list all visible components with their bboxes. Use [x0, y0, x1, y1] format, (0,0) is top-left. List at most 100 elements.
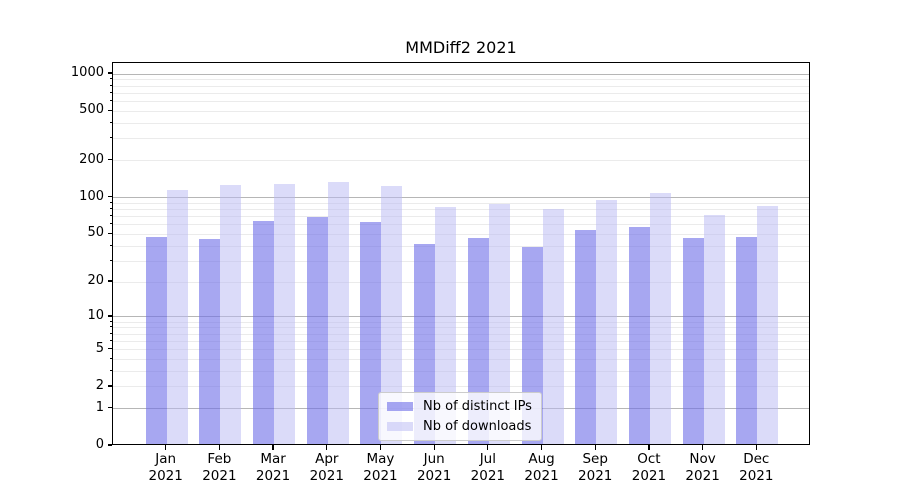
- y-minor-tick-3: [109, 369, 112, 371]
- bar-downloads-feb: [220, 185, 242, 444]
- y-minor-tick-6: [109, 339, 112, 341]
- bar-downloads-oct: [649, 193, 671, 444]
- bar-downloads-jan: [166, 189, 188, 444]
- gridline-y-800: [113, 85, 809, 87]
- y-tick-1000: [107, 72, 112, 74]
- y-minor-tick-80: [109, 207, 112, 209]
- x-tick-aug: [540, 445, 543, 450]
- x-tick-may: [379, 445, 382, 450]
- y-tick-label-1: 1: [95, 399, 104, 415]
- x-tick-sep: [594, 445, 596, 450]
- y-minor-tick-300: [109, 137, 112, 139]
- gridline-y-90: [113, 202, 809, 204]
- bar-downloads-dec: [757, 206, 779, 444]
- x-tick-mar: [272, 445, 274, 450]
- bar-ips-apr: [306, 216, 328, 444]
- y-minor-tick-900: [109, 78, 112, 80]
- gridline-y-20: [113, 281, 809, 283]
- gridline-y-400: [113, 122, 809, 124]
- y-tick-50: [107, 232, 112, 234]
- gridline-y-700: [113, 92, 809, 94]
- gridline-y-10: [113, 316, 809, 318]
- gridline-y-80: [113, 208, 809, 210]
- gridline-y-200: [113, 160, 809, 162]
- y-minor-tick-8: [109, 326, 112, 328]
- bar-downloads-may: [381, 186, 403, 444]
- y-tick-20: [107, 280, 112, 282]
- y-tick-label-50: 50: [87, 225, 104, 241]
- bar-downloads-apr: [327, 182, 349, 444]
- y-tick-label-10: 10: [87, 307, 104, 323]
- y-tick-2: [107, 385, 112, 387]
- bar-ips-dec: [736, 236, 758, 444]
- y-tick-label-100: 100: [79, 188, 104, 204]
- y-minor-tick-700: [109, 91, 112, 93]
- legend-label-downloads: Nb of downloads: [423, 419, 532, 434]
- bar-ips-jan: [145, 236, 167, 444]
- x-tick-label-sep: Sep 2021: [578, 451, 613, 484]
- gridline-y-3: [113, 370, 809, 372]
- y-minor-tick-9: [109, 320, 112, 322]
- legend: Nb of distinct IPs Nb of downloads: [378, 392, 542, 441]
- bar-ips-mar: [253, 221, 275, 444]
- y-tick-1: [107, 407, 112, 409]
- bar-ips-nov: [682, 237, 704, 444]
- x-tick-label-nov: Nov 2021: [685, 451, 720, 484]
- x-tick-label-aug: Aug 2021: [524, 451, 559, 484]
- gridline-y-7: [113, 333, 809, 335]
- x-tick-nov: [701, 445, 704, 450]
- y-minor-tick-30: [109, 259, 112, 261]
- x-tick-jun: [433, 445, 435, 450]
- y-minor-tick-60: [109, 223, 112, 225]
- legend-item-distinct-ips: Nb of distinct IPs: [387, 399, 532, 414]
- gridline-y-2: [113, 386, 809, 388]
- gridline-y-9: [113, 321, 809, 323]
- y-tick-label-1000: 1000: [70, 65, 104, 81]
- chart-title: MMDiff2 2021: [405, 38, 517, 57]
- x-tick-oct: [648, 445, 650, 450]
- x-tick-label-may: May 2021: [363, 451, 398, 484]
- gridline-y-100: [113, 197, 809, 199]
- x-tick-label-dec: Dec 2021: [739, 451, 774, 484]
- plot-area: Nb of distinct IPs Nb of downloads: [112, 62, 810, 445]
- legend-item-downloads: Nb of downloads: [387, 419, 532, 434]
- x-tick-label-apr: Apr 2021: [309, 451, 344, 484]
- gridline-y-6: [113, 340, 809, 342]
- legend-swatch-downloads: [387, 422, 413, 431]
- bar-ips-sep: [575, 230, 597, 444]
- y-tick-label-20: 20: [87, 273, 104, 289]
- y-tick-5: [107, 347, 112, 350]
- x-tick-label-jan: Jan 2021: [148, 451, 183, 484]
- gridline-y-8: [113, 327, 809, 329]
- y-minor-tick-40: [109, 244, 112, 246]
- y-tick-label-5: 5: [95, 340, 104, 356]
- x-tick-label-oct: Oct 2021: [631, 451, 667, 484]
- x-tick-label-jul: Jul 2021: [470, 451, 506, 484]
- bar-downloads-aug: [542, 208, 564, 444]
- gridline-y-900: [113, 79, 809, 81]
- gridline-y-4: [113, 358, 809, 360]
- y-minor-tick-7: [109, 332, 112, 334]
- y-tick-10: [107, 315, 112, 317]
- bar-downloads-jul: [488, 203, 510, 444]
- y-minor-tick-90: [109, 201, 112, 203]
- legend-swatch-ips: [387, 402, 413, 411]
- x-tick-feb: [218, 445, 221, 450]
- y-tick-label-200: 200: [79, 151, 104, 167]
- y-minor-tick-4: [109, 357, 112, 359]
- x-tick-dec: [755, 445, 757, 450]
- y-tick-500: [107, 109, 112, 112]
- gridline-y-30: [113, 260, 809, 262]
- gridline-y-70: [113, 216, 809, 218]
- bar-ips-feb: [199, 239, 221, 444]
- y-minor-tick-800: [109, 84, 112, 86]
- y-minor-tick-400: [109, 121, 112, 123]
- bar-downloads-mar: [274, 184, 296, 444]
- gridline-y-60: [113, 224, 809, 226]
- bar-downloads-nov: [703, 215, 725, 444]
- y-tick-label-500: 500: [79, 102, 104, 118]
- bar-downloads-jun: [435, 206, 457, 444]
- gridline-y-500: [113, 110, 809, 112]
- gridline-y-50: [113, 233, 809, 235]
